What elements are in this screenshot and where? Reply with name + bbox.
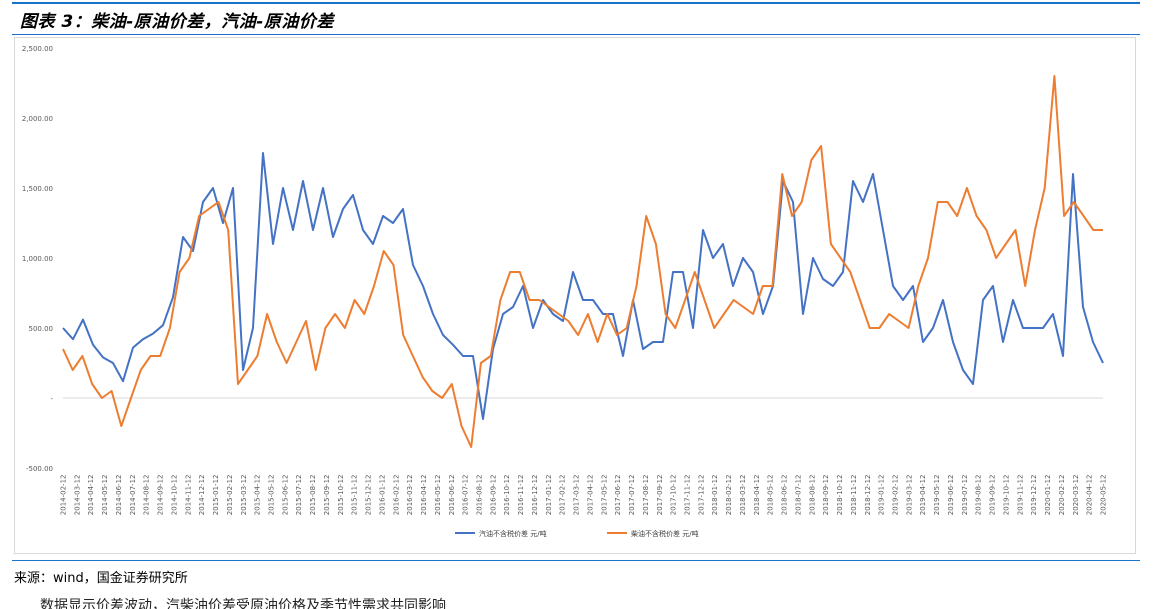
- x-tick-label: 2014-12-12: [198, 475, 206, 516]
- x-tick-label: 2016-09-12: [489, 475, 497, 516]
- x-tick-label: 2019-07-12: [961, 475, 969, 516]
- x-tick-label: 2020-01-12: [1044, 475, 1052, 516]
- x-tick-label: 2016-05-12: [434, 475, 442, 516]
- x-tick-label: 2016-01-12: [378, 475, 386, 516]
- source-note: 来源：wind，国金证券研究所: [14, 571, 188, 586]
- x-tick-label: 2017-03-12: [573, 475, 581, 516]
- x-tick-label: 2015-05-12: [268, 475, 276, 516]
- x-tick-label: 2018-06-12: [781, 475, 789, 516]
- x-tick-label: 2014-08-12: [143, 475, 151, 516]
- y-tick-label: 2,500.00: [22, 45, 53, 53]
- x-tick-label: 2019-11-12: [1016, 475, 1024, 516]
- x-tick-label: 2020-05-12: [1100, 475, 1108, 516]
- x-tick-label: 2014-10-12: [170, 475, 178, 516]
- footer-rule: [12, 560, 1140, 561]
- x-tick-label: 2014-04-12: [87, 475, 95, 516]
- y-tick-label: 500.00: [29, 325, 54, 333]
- x-tick-label: 2015-11-12: [351, 475, 359, 516]
- title-bar: 图表 3：柴油-原油价差，汽油-原油价差: [12, 0, 1140, 36]
- x-tick-label: 2017-10-12: [670, 475, 678, 516]
- x-tick-label: 2016-08-12: [476, 475, 484, 516]
- x-tick-label: 2016-04-12: [420, 475, 428, 516]
- x-tick-label: 2017-05-12: [600, 475, 608, 516]
- x-tick-label: 2017-09-12: [656, 475, 664, 516]
- x-tick-label: 2019-12-12: [1030, 475, 1038, 516]
- x-tick-label: 2019-10-12: [1002, 475, 1010, 516]
- x-tick-label: 2019-01-12: [878, 475, 886, 516]
- x-tick-label: 2018-09-12: [822, 475, 830, 516]
- x-tick-label: 2017-06-12: [614, 475, 622, 516]
- x-tick-label: 2018-08-12: [808, 475, 816, 516]
- figure-title: 图表 3：柴油-原油价差，汽油-原油价差: [20, 12, 334, 32]
- x-tick-label: 2016-07-12: [462, 475, 470, 516]
- x-tick-label: 2017-01-12: [545, 475, 553, 516]
- x-tick-label: 2019-03-12: [905, 475, 913, 516]
- x-tick-label: 2015-03-12: [240, 475, 248, 516]
- x-tick-label: 2018-10-12: [836, 475, 844, 516]
- title-bottom-rule: [12, 34, 1140, 35]
- x-tick-label: 2014-06-12: [115, 475, 123, 516]
- x-tick-label: 2019-04-12: [919, 475, 927, 516]
- x-tick-label: 2015-02-12: [226, 475, 234, 516]
- legend-gasoline-label: 汽油不含税价差 元/吨: [479, 529, 547, 538]
- y-tick-label: 2,000.00: [22, 115, 53, 123]
- x-tick-label: 2014-11-12: [184, 475, 192, 516]
- x-tick-label: 2020-02-12: [1058, 475, 1066, 516]
- x-tick-label: 2019-09-12: [989, 475, 997, 516]
- x-tick-label: 2014-05-12: [101, 475, 109, 516]
- x-tick-label: 2014-07-12: [129, 475, 137, 516]
- x-tick-label: 2014-09-12: [157, 475, 165, 516]
- x-tick-label: 2015-01-12: [212, 475, 220, 516]
- x-tick-label: 2016-06-12: [448, 475, 456, 516]
- diesel-spread-line: [62, 75, 1103, 448]
- body-text: 数据显示价差波动，汽柴油价差受原油价格及季节性需求共同影响: [40, 598, 446, 609]
- x-tick-label: 2018-03-12: [739, 475, 747, 516]
- title-top-rule: [12, 2, 1140, 4]
- x-tick-label: 2018-07-12: [794, 475, 802, 516]
- y-tick-label: -500.00: [26, 465, 53, 473]
- x-tick-label: 2016-10-12: [503, 475, 511, 516]
- x-tick-label: 2015-08-12: [309, 475, 317, 516]
- x-tick-label: 2017-02-12: [559, 475, 567, 516]
- x-tick-label: 2015-04-12: [254, 475, 262, 516]
- x-tick-label: 2018-04-12: [753, 475, 761, 516]
- x-tick-label: 2020-03-12: [1072, 475, 1080, 516]
- x-tick-label: 2018-11-12: [850, 475, 858, 516]
- x-tick-label: 2016-03-12: [406, 475, 414, 516]
- x-tick-label: 2015-06-12: [281, 475, 289, 516]
- x-tick-label: 2014-03-12: [73, 475, 81, 516]
- x-tick-label: 2017-11-12: [684, 475, 692, 516]
- chart-container: -500.00-500.00 1,000.00 1,500.00 2,000.00 2,…: [14, 37, 1136, 554]
- x-tick-label: 2018-12-12: [864, 475, 872, 516]
- x-tick-label: 2014-02-12: [60, 475, 68, 516]
- x-tick-label: 2015-12-12: [365, 475, 373, 516]
- x-tick-label: 2019-08-12: [975, 475, 983, 516]
- x-tick-label: 2019-06-12: [947, 475, 955, 516]
- x-tick-label: 2015-07-12: [295, 475, 303, 516]
- y-tick-label: 1,500.00: [22, 185, 53, 193]
- x-tick-label: 2019-05-12: [933, 475, 941, 516]
- line-chart: -500.00-500.001,000.001,500.002,000.002,…: [22, 45, 1108, 538]
- x-tick-label: 2017-07-12: [628, 475, 636, 516]
- x-tick-label: 2015-10-12: [337, 475, 345, 516]
- x-tick-label: 2018-05-12: [767, 475, 775, 516]
- x-tick-label: 2019-02-12: [892, 475, 900, 516]
- gasoline-spread-line: [62, 152, 1104, 420]
- x-tick-label: 2018-01-12: [711, 475, 719, 516]
- x-tick-label: 2016-12-12: [531, 475, 539, 516]
- x-tick-label: 2016-11-12: [517, 474, 525, 515]
- y-tick-label: -: [50, 395, 53, 403]
- x-tick-label: 2016-02-12: [392, 475, 400, 516]
- y-tick-label: 1,000.00: [22, 255, 53, 263]
- x-tick-label: 2017-04-12: [586, 475, 594, 516]
- x-tick-label: 2018-02-12: [725, 475, 733, 516]
- x-tick-label: 2017-12-12: [697, 475, 705, 516]
- x-tick-label: 2020-04-12: [1086, 475, 1094, 516]
- legend-diesel-label: 柴油不含税价差 元/吨: [631, 529, 699, 538]
- x-tick-label: 2017-08-12: [642, 475, 650, 516]
- x-tick-label: 2015-09-12: [323, 475, 331, 516]
